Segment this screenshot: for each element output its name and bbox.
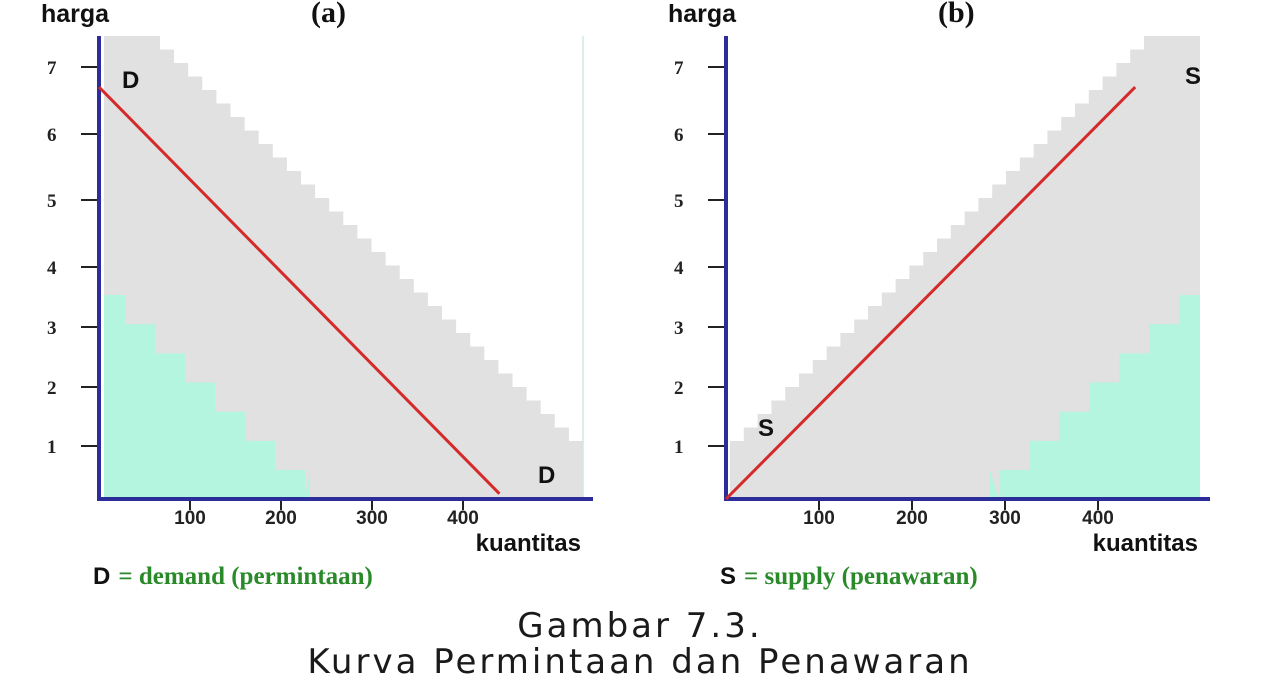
panel-b-x-axis-label: kuantitas (1093, 530, 1198, 557)
panel-a-legend: D = demand (permintaan) (93, 563, 373, 590)
panel-b-y-ticks: 1 2 3 4 5 6 7 (674, 58, 725, 458)
y-tick-label: 6 (47, 125, 57, 146)
y-tick-label: 7 (47, 58, 57, 79)
demand-curve-label-end: D (538, 462, 555, 489)
y-tick-label: 3 (674, 318, 684, 339)
panel-a-y-axis-label: harga (41, 0, 110, 28)
y-tick-label: 4 (674, 258, 684, 279)
demand-curve (97, 86, 501, 495)
x-tick-label: 300 (356, 508, 388, 529)
panel-b-legend-text: = supply (penawaran) (744, 563, 978, 590)
panel-b-legend-key: S (720, 563, 736, 590)
x-tick-label: 400 (447, 508, 479, 529)
supply-curve-label-end: S (1185, 63, 1201, 90)
x-tick-label: 200 (896, 508, 928, 529)
figure-caption-title: Kurva Permintaan dan Penawaran (307, 642, 973, 682)
y-tick-label: 1 (47, 437, 57, 458)
x-tick-label: 300 (989, 508, 1021, 529)
x-tick-label: 200 (265, 508, 297, 529)
panel-b-legend: S = supply (penawaran) (720, 563, 978, 590)
panel-a-x-ticks: 100 200 300 400 (174, 499, 479, 529)
panel-a-y-ticks: 1 2 3 4 5 6 7 (47, 58, 98, 458)
x-tick-label: 400 (1082, 508, 1114, 529)
y-tick-label: 5 (674, 191, 684, 212)
panel-b-x-ticks: 100 200 300 400 (803, 499, 1114, 529)
b-gray-staircase (730, 36, 1200, 499)
panel-a-legend-key: D (93, 563, 110, 590)
y-tick-label: 2 (47, 378, 57, 399)
panel-a-title: (a) (311, 0, 346, 29)
demand-curve-label-start: D (122, 67, 139, 94)
y-tick-label: 5 (47, 191, 57, 212)
y-tick-label: 4 (47, 258, 57, 279)
panel-a-gray-region (104, 36, 583, 499)
y-tick-label: 7 (674, 58, 684, 79)
panel-a-x-axis-label: kuantitas (476, 530, 581, 557)
figure-caption-number: Gambar 7.3. (517, 606, 763, 646)
x-tick-label: 100 (803, 508, 835, 529)
supply-curve-label-start: S (758, 415, 774, 442)
panel-b-supply-chart: 1 2 3 4 5 6 7 100 200 300 400 S S harga (b) kuant… (668, 0, 1210, 590)
y-tick-label: 3 (47, 318, 57, 339)
supply-curve (724, 86, 1137, 501)
y-tick-label: 2 (674, 378, 684, 399)
y-tick-label: 6 (674, 125, 684, 146)
a-mint-staircase (104, 295, 310, 500)
a-gray-staircase (104, 36, 583, 499)
panel-a-demand-chart: 1 2 3 4 5 6 7 100 200 300 400 D D harga (a) kuant… (41, 0, 593, 590)
panel-a-legend-text: = demand (permintaan) (118, 563, 373, 590)
panel-b-mint-region (990, 295, 1200, 500)
y-tick-label: 1 (674, 437, 684, 458)
panel-b-title: (b) (938, 0, 975, 29)
panel-a-mint-region (104, 295, 310, 500)
b-mint-staircase (990, 295, 1200, 500)
panel-b-y-axis-label: harga (668, 0, 737, 28)
panel-b-gray-region (730, 36, 1200, 499)
x-tick-label: 100 (174, 508, 206, 529)
